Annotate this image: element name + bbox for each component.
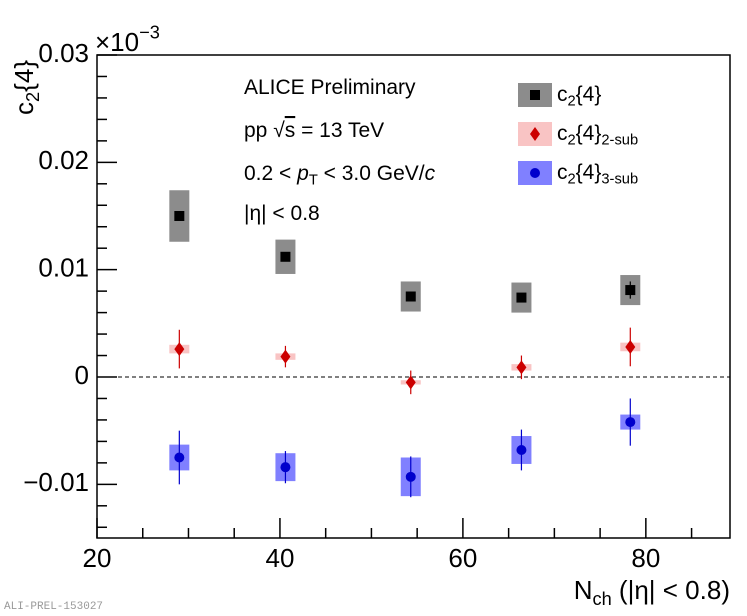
annotation-part: T bbox=[309, 172, 318, 188]
legend-item bbox=[518, 161, 552, 185]
y-axis-label: c2{4} bbox=[9, 60, 43, 115]
annotation-part: ALICE Preliminary bbox=[244, 76, 416, 99]
marker bbox=[516, 360, 527, 375]
marker bbox=[405, 375, 416, 390]
annotation: |η| < 0.8 bbox=[244, 202, 320, 225]
multiplier-part: −3 bbox=[139, 22, 160, 42]
annotation: 0.2 < pT < 3.0 GeV/c bbox=[244, 162, 436, 189]
marker bbox=[280, 462, 291, 473]
marker bbox=[174, 452, 185, 463]
annotation-part: √ bbox=[273, 119, 285, 142]
y-tick-label: −0.01 bbox=[23, 467, 89, 497]
annotation: ALICE Preliminary bbox=[244, 76, 416, 99]
marker bbox=[174, 342, 185, 357]
annotation-part: < 3.0 GeV/ bbox=[318, 162, 425, 185]
legend-marker bbox=[530, 168, 540, 178]
y-axis-label-part: {4} bbox=[9, 60, 39, 92]
y-tick-label: 0.03 bbox=[38, 38, 89, 68]
marker bbox=[625, 285, 636, 296]
x-tick-label: 80 bbox=[631, 543, 660, 573]
y-axis-label-part: 2 bbox=[23, 92, 43, 102]
x-axis-label-part: (|η| < 0.8) bbox=[612, 575, 730, 605]
y-tick-label: 0.02 bbox=[38, 145, 89, 175]
legend-item bbox=[518, 83, 552, 107]
marker bbox=[405, 291, 416, 302]
annotation-part: 0.2 < bbox=[244, 162, 297, 185]
multiplier: ×10−3 bbox=[95, 22, 160, 56]
annotation-part: |η| < 0.8 bbox=[244, 202, 320, 225]
legend-label-part: c bbox=[557, 83, 568, 106]
annotation-part: c bbox=[425, 162, 436, 185]
marker bbox=[625, 339, 636, 354]
legend-label-part: {4} bbox=[576, 122, 602, 145]
annotation: pp √s = 13 TeV bbox=[244, 119, 384, 142]
y-axis-label-part: c bbox=[9, 102, 39, 115]
annotation-part: pp bbox=[244, 119, 273, 142]
marker bbox=[625, 417, 636, 428]
x-tick-label: 60 bbox=[448, 543, 477, 573]
legend-label: c2{4}3-sub bbox=[557, 161, 638, 188]
legend-label-part: c bbox=[557, 122, 568, 145]
y-tick-label: 0 bbox=[75, 360, 89, 390]
marker bbox=[174, 211, 185, 221]
marker bbox=[516, 444, 527, 455]
legend-label-part: 2 bbox=[568, 171, 576, 187]
legend-label-part: c bbox=[557, 161, 568, 184]
x-axis-label: Nch (|η| < 0.8) bbox=[574, 575, 730, 609]
marker bbox=[280, 251, 291, 262]
legend-label-part: 2 bbox=[568, 93, 576, 109]
watermark: ALI-PREL-153027 bbox=[4, 601, 103, 613]
multiplier-part: ×10 bbox=[95, 27, 139, 57]
legend-label-part: {4} bbox=[576, 83, 602, 106]
x-axis-label-part: ch bbox=[592, 589, 611, 609]
legend-marker bbox=[530, 90, 540, 100]
marker bbox=[405, 471, 416, 482]
annotation-part: = 13 TeV bbox=[295, 119, 384, 142]
legend-label: c2{4} bbox=[557, 83, 601, 110]
marker bbox=[516, 292, 527, 303]
legend-marker bbox=[530, 127, 540, 141]
x-tick-label: 40 bbox=[265, 543, 294, 573]
legend-label-part: 2 bbox=[568, 132, 576, 148]
legend-label-part: {4} bbox=[576, 161, 602, 184]
legend-label-part: 3-sub bbox=[601, 171, 638, 187]
legend-item bbox=[518, 122, 552, 146]
legend-label-part: 2-sub bbox=[601, 132, 638, 148]
annotation-part: p bbox=[296, 162, 309, 185]
y-tick-label: 0.01 bbox=[38, 253, 89, 283]
x-tick-label: 20 bbox=[83, 543, 112, 573]
annotation-part: s bbox=[285, 119, 296, 142]
plot-frame bbox=[96, 54, 731, 539]
x-axis-label-part: N bbox=[574, 575, 593, 605]
marker bbox=[280, 349, 291, 364]
legend-label: c2{4}2-sub bbox=[557, 122, 638, 149]
